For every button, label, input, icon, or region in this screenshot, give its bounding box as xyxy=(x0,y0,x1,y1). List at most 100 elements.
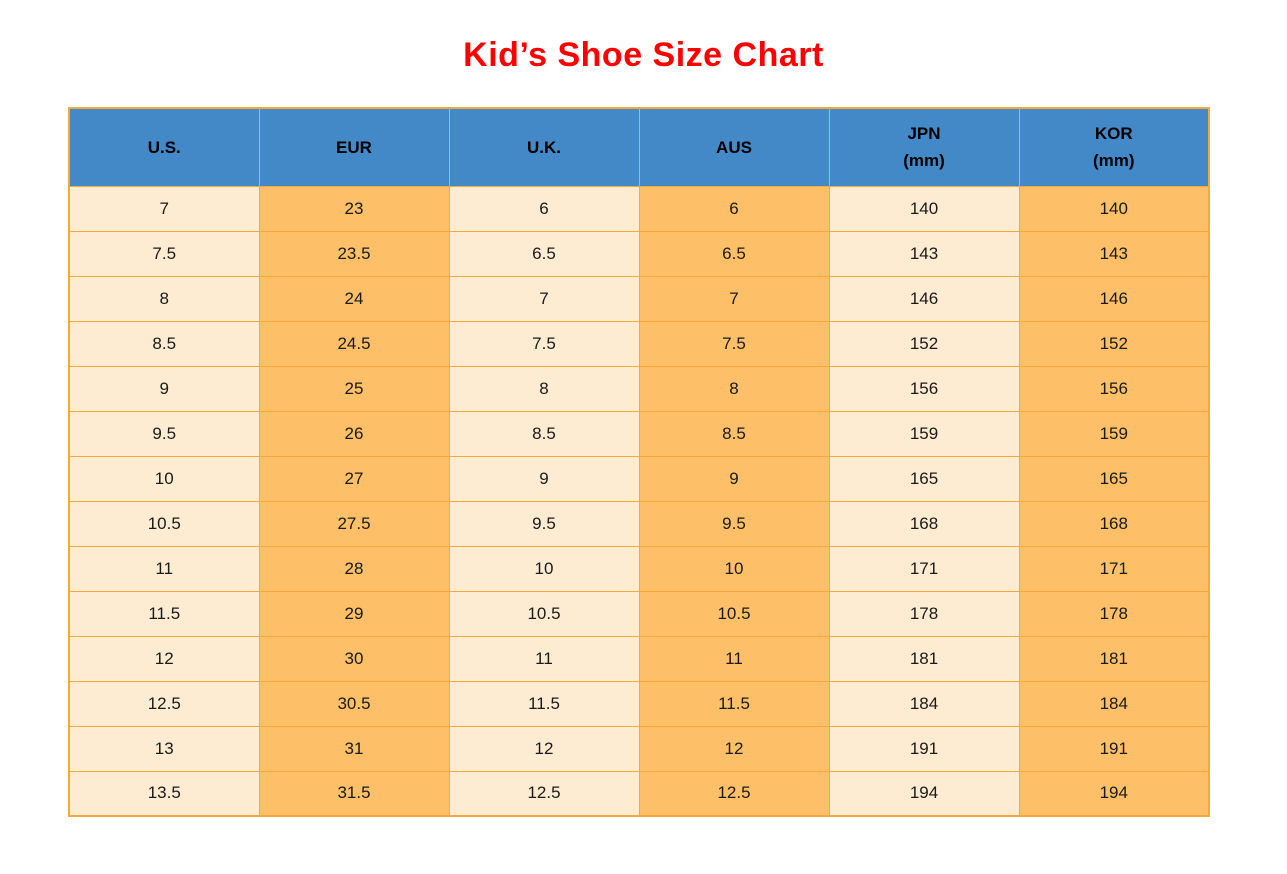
table-cell-kor-mm: 168 xyxy=(1018,500,1210,547)
table-row: 10 27 9 9 165 165 xyxy=(68,455,1210,502)
table-cell-jpn-mm: 143 xyxy=(828,230,1020,277)
table-cell-kor-mm: 146 xyxy=(1018,275,1210,322)
column-label: JPN xyxy=(907,124,941,144)
table-cell-kor-mm: 165 xyxy=(1018,455,1210,502)
table-cell-us: 13 xyxy=(68,725,260,772)
table-cell-uk: 10 xyxy=(448,545,640,592)
table-cell-uk: 11.5 xyxy=(448,680,640,727)
table-cell-kor-mm: 171 xyxy=(1018,545,1210,592)
table-cell-us: 12.5 xyxy=(68,680,260,727)
table-cell-uk: 9.5 xyxy=(448,500,640,547)
table-cell-us: 10 xyxy=(68,455,260,502)
table-cell-jpn-mm: 191 xyxy=(828,725,1020,772)
table-cell-eur: 30 xyxy=(258,635,450,682)
table-cell-jpn-mm: 178 xyxy=(828,590,1020,637)
table-cell-aus: 8.5 xyxy=(638,410,830,457)
column-label: EUR xyxy=(336,137,372,157)
table-cell-us: 11.5 xyxy=(68,590,260,637)
table-cell-jpn-mm: 168 xyxy=(828,500,1020,547)
table-cell-jpn-mm: 181 xyxy=(828,635,1020,682)
table-row: 12 30 11 11 181 181 xyxy=(68,635,1210,682)
table-cell-eur: 31.5 xyxy=(258,770,450,817)
table-cell-kor-mm: 184 xyxy=(1018,680,1210,727)
table-cell-aus: 11 xyxy=(638,635,830,682)
table-cell-jpn-mm: 165 xyxy=(828,455,1020,502)
table-cell-uk: 6.5 xyxy=(448,230,640,277)
table-cell-jpn-mm: 159 xyxy=(828,410,1020,457)
column-label: U.K. xyxy=(527,137,561,157)
column-header-kor-mm: KOR (mm) xyxy=(1018,107,1210,187)
table-row: 8 24 7 7 146 146 xyxy=(68,275,1210,322)
table-cell-uk: 12.5 xyxy=(448,770,640,817)
table-cell-kor-mm: 194 xyxy=(1018,770,1210,817)
table-cell-jpn-mm: 146 xyxy=(828,275,1020,322)
table-cell-uk: 6 xyxy=(448,185,640,232)
table-cell-us: 7.5 xyxy=(68,230,260,277)
table-cell-us: 9 xyxy=(68,365,260,412)
table-body: 7 23 6 6 140 140 7.5 23.5 6.5 6.5 143 143 8 24 7 7 146 14… xyxy=(68,185,1210,817)
table-cell-uk: 7.5 xyxy=(448,320,640,367)
table-cell-uk: 7 xyxy=(448,275,640,322)
table-cell-eur: 28 xyxy=(258,545,450,592)
table-cell-eur: 31 xyxy=(258,725,450,772)
table-row: 7 23 6 6 140 140 xyxy=(68,185,1210,232)
table-cell-jpn-mm: 184 xyxy=(828,680,1020,727)
table-cell-kor-mm: 140 xyxy=(1018,185,1210,232)
table-cell-eur: 30.5 xyxy=(258,680,450,727)
table-cell-us: 8.5 xyxy=(68,320,260,367)
table-cell-uk: 8.5 xyxy=(448,410,640,457)
table-cell-aus: 10.5 xyxy=(638,590,830,637)
table-cell-aus: 12.5 xyxy=(638,770,830,817)
table-cell-jpn-mm: 156 xyxy=(828,365,1020,412)
table-cell-aus: 6.5 xyxy=(638,230,830,277)
table-row: 9 25 8 8 156 156 xyxy=(68,365,1210,412)
table-cell-kor-mm: 156 xyxy=(1018,365,1210,412)
table-cell-aus: 9 xyxy=(638,455,830,502)
table-cell-aus: 7.5 xyxy=(638,320,830,367)
column-header-eur: EUR xyxy=(258,107,450,187)
table-cell-eur: 23 xyxy=(258,185,450,232)
table-cell-eur: 26 xyxy=(258,410,450,457)
table-cell-kor-mm: 159 xyxy=(1018,410,1210,457)
table-cell-uk: 9 xyxy=(448,455,640,502)
table-cell-us: 7 xyxy=(68,185,260,232)
table-cell-kor-mm: 191 xyxy=(1018,725,1210,772)
table-cell-jpn-mm: 140 xyxy=(828,185,1020,232)
table-cell-jpn-mm: 152 xyxy=(828,320,1020,367)
table-row: 8.5 24.5 7.5 7.5 152 152 xyxy=(68,320,1210,367)
table-cell-eur: 29 xyxy=(258,590,450,637)
table-cell-eur: 24 xyxy=(258,275,450,322)
table-cell-eur: 27.5 xyxy=(258,500,450,547)
table-cell-us: 11 xyxy=(68,545,260,592)
table-cell-aus: 6 xyxy=(638,185,830,232)
table-cell-us: 12 xyxy=(68,635,260,682)
column-header-us: U.S. xyxy=(68,107,260,187)
table-row: 11.5 29 10.5 10.5 178 178 xyxy=(68,590,1210,637)
table-row: 10.5 27.5 9.5 9.5 168 168 xyxy=(68,500,1210,547)
table-cell-eur: 23.5 xyxy=(258,230,450,277)
table-cell-kor-mm: 178 xyxy=(1018,590,1210,637)
column-header-jpn-mm: JPN (mm) xyxy=(828,107,1020,187)
table-cell-uk: 12 xyxy=(448,725,640,772)
table-cell-eur: 25 xyxy=(258,365,450,412)
table-row: 13 31 12 12 191 191 xyxy=(68,725,1210,772)
table-cell-uk: 11 xyxy=(448,635,640,682)
table-row: 12.5 30.5 11.5 11.5 184 184 xyxy=(68,680,1210,727)
table-cell-uk: 10.5 xyxy=(448,590,640,637)
table-cell-eur: 24.5 xyxy=(258,320,450,367)
table-cell-aus: 7 xyxy=(638,275,830,322)
column-unit-label: (mm) xyxy=(1092,151,1135,171)
table-header: U.S. EUR U.K. AUS JPN (mm) KOR (mm) xyxy=(68,107,1210,187)
table-cell-kor-mm: 152 xyxy=(1018,320,1210,367)
column-header-aus: AUS xyxy=(638,107,830,187)
table-cell-eur: 27 xyxy=(258,455,450,502)
table-row: 11 28 10 10 171 171 xyxy=(68,545,1210,592)
table-row: 9.5 26 8.5 8.5 159 159 xyxy=(68,410,1210,457)
column-label: U.S. xyxy=(147,137,181,157)
table-cell-us: 13.5 xyxy=(68,770,260,817)
table-cell-jpn-mm: 171 xyxy=(828,545,1020,592)
table-cell-us: 8 xyxy=(68,275,260,322)
table-cell-kor-mm: 143 xyxy=(1018,230,1210,277)
column-label: AUS xyxy=(716,137,752,157)
table-cell-aus: 11.5 xyxy=(638,680,830,727)
